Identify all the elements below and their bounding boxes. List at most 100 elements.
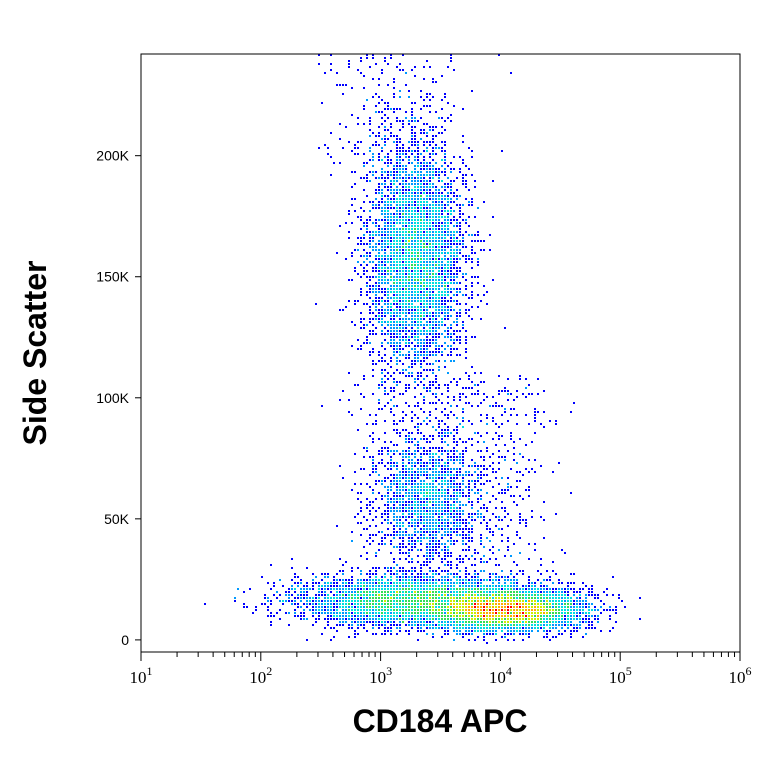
data-point	[384, 162, 386, 164]
data-point	[432, 633, 434, 635]
data-point	[396, 336, 398, 338]
data-point	[393, 252, 395, 254]
data-point	[393, 405, 395, 407]
data-point	[381, 318, 383, 320]
data-point	[339, 309, 341, 311]
data-point	[453, 237, 455, 239]
data-point	[435, 393, 437, 395]
data-point	[471, 444, 473, 446]
data-point	[438, 291, 440, 293]
data-point	[402, 195, 404, 197]
data-point	[423, 192, 425, 194]
data-point	[423, 186, 425, 188]
data-point	[573, 627, 575, 629]
data-point	[459, 195, 461, 197]
data-point	[462, 480, 464, 482]
data-point	[546, 633, 548, 635]
data-point	[414, 276, 416, 278]
data-point	[327, 573, 329, 575]
data-point	[498, 627, 500, 629]
data-point	[432, 465, 434, 467]
data-point	[423, 480, 425, 482]
data-point	[408, 267, 410, 269]
data-point	[396, 462, 398, 464]
data-point	[417, 402, 419, 404]
data-point	[525, 525, 527, 527]
data-point	[387, 324, 389, 326]
data-point	[369, 342, 371, 344]
data-point	[369, 570, 371, 572]
data-point	[411, 348, 413, 350]
data-point	[426, 255, 428, 257]
data-point	[477, 615, 479, 617]
data-point	[447, 354, 449, 356]
data-point	[435, 312, 437, 314]
data-point	[516, 618, 518, 620]
data-point	[507, 624, 509, 626]
data-point	[561, 600, 563, 602]
data-point	[402, 285, 404, 287]
data-point	[432, 537, 434, 539]
data-point	[417, 267, 419, 269]
data-point	[399, 600, 401, 602]
data-point	[525, 600, 527, 602]
data-point	[450, 381, 452, 383]
data-point	[285, 600, 287, 602]
data-point	[426, 468, 428, 470]
data-point	[525, 585, 527, 587]
data-point	[420, 513, 422, 515]
data-point	[459, 603, 461, 605]
data-point	[408, 141, 410, 143]
data-point	[426, 483, 428, 485]
data-point	[399, 435, 401, 437]
data-point	[447, 435, 449, 437]
data-point	[456, 270, 458, 272]
data-point	[420, 462, 422, 464]
data-point	[405, 213, 407, 215]
data-point	[423, 516, 425, 518]
data-point	[393, 483, 395, 485]
data-point	[381, 597, 383, 599]
data-point	[390, 411, 392, 413]
data-point	[495, 633, 497, 635]
data-point	[315, 303, 317, 305]
data-point	[435, 507, 437, 509]
data-point	[555, 624, 557, 626]
data-point	[381, 306, 383, 308]
data-point	[516, 624, 518, 626]
data-point	[465, 261, 467, 263]
data-point	[444, 243, 446, 245]
data-point	[303, 597, 305, 599]
data-point	[345, 222, 347, 224]
data-point	[450, 183, 452, 185]
data-point	[426, 357, 428, 359]
data-point	[441, 258, 443, 260]
data-point	[474, 639, 476, 641]
data-point	[378, 579, 380, 581]
data-point	[387, 477, 389, 479]
data-point	[387, 615, 389, 617]
data-point	[369, 486, 371, 488]
data-point	[417, 624, 419, 626]
data-point	[447, 345, 449, 347]
data-point	[339, 594, 341, 596]
data-point	[306, 597, 308, 599]
data-point	[429, 192, 431, 194]
data-point	[300, 615, 302, 617]
data-point	[462, 255, 464, 257]
data-point	[456, 522, 458, 524]
data-point	[465, 573, 467, 575]
data-point	[426, 168, 428, 170]
data-point	[402, 582, 404, 584]
data-point	[423, 330, 425, 332]
data-point	[417, 378, 419, 380]
data-point	[423, 207, 425, 209]
data-point	[417, 471, 419, 473]
data-point	[432, 591, 434, 593]
data-point	[438, 351, 440, 353]
data-point	[420, 132, 422, 134]
data-point	[390, 333, 392, 335]
data-point	[414, 591, 416, 593]
data-point	[390, 324, 392, 326]
data-point	[204, 603, 206, 605]
